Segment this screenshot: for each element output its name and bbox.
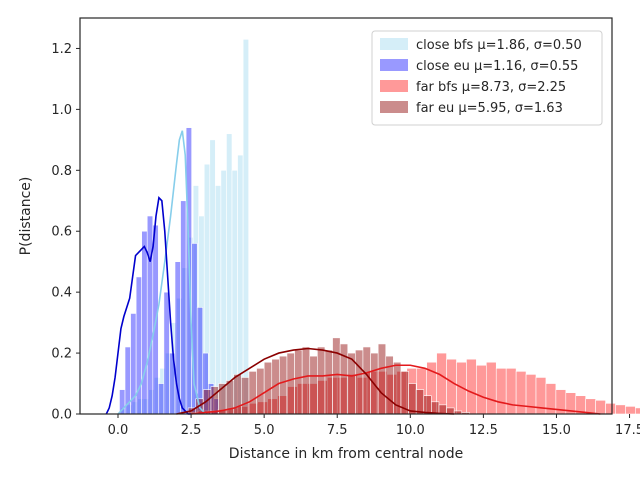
y-tick-label-1: 0.2 bbox=[51, 347, 72, 362]
series-0-bar-16 bbox=[209, 139, 216, 415]
series-3-bar-22 bbox=[355, 349, 364, 415]
series-2-bar-28 bbox=[466, 358, 477, 415]
series-3-bar-31 bbox=[423, 395, 432, 415]
series-3-bar-13 bbox=[286, 352, 295, 415]
x-tick-label-0: 0.0 bbox=[108, 423, 129, 438]
series-3-bar-3 bbox=[210, 386, 219, 415]
x-tick-label-7: 17.5 bbox=[615, 423, 640, 438]
series-2-bar-34 bbox=[525, 374, 537, 415]
series-3-bar-26 bbox=[385, 355, 394, 415]
series-3-bar-15 bbox=[301, 346, 311, 415]
series-3-bar-16 bbox=[309, 355, 318, 415]
legend-swatch-1 bbox=[380, 59, 408, 71]
series-2-kde-line bbox=[190, 364, 601, 415]
series-3-bar-25 bbox=[377, 343, 387, 415]
axes-frame bbox=[79, 17, 613, 415]
series-1-kde-line bbox=[105, 196, 192, 415]
series-2-bar-32 bbox=[505, 368, 517, 415]
series-3-bar-9 bbox=[256, 368, 265, 415]
y-axis-label: P(distance) bbox=[18, 177, 34, 256]
series-1-bar-8 bbox=[163, 291, 170, 415]
x-ticks: 0.0 2.5 5.0 7.5 10.0 12.5 15.0 17.5 bbox=[108, 414, 640, 438]
series-3-bar-19 bbox=[332, 337, 341, 415]
y-tick-label-5: 1.0 bbox=[51, 103, 72, 118]
series-0-bar-18 bbox=[220, 170, 227, 415]
x-axis-label: Distance in km from central node bbox=[229, 446, 463, 462]
series-3-bar-7 bbox=[241, 377, 250, 415]
series-3-bar-12 bbox=[279, 355, 288, 415]
x-tick-label-3: 7.5 bbox=[327, 423, 348, 438]
legend: close bfs μ=1.86, σ=0.50 close eu μ=1.16,… bbox=[371, 30, 603, 126]
legend-label-0: close bfs μ=1.86, σ=0.50 bbox=[416, 38, 582, 53]
y-ticks: 0.0 0.2 0.4 0.6 0.8 1.0 1.2 bbox=[51, 42, 80, 423]
x-tick-label-6: 15.0 bbox=[542, 423, 571, 438]
series-3-bar-18 bbox=[324, 349, 333, 415]
series-2-bar-42 bbox=[605, 403, 616, 415]
series-0-bar-22 bbox=[242, 39, 249, 415]
series-3-bar-29 bbox=[408, 383, 417, 415]
series-1-bar-11 bbox=[180, 200, 187, 415]
x-tick-label-1: 2.5 bbox=[181, 423, 202, 438]
y-tick-label-3: 0.6 bbox=[51, 225, 72, 240]
legend-label-3: far eu μ=5.95, σ=1.63 bbox=[416, 101, 563, 116]
series-1-bar-5 bbox=[146, 215, 154, 415]
series-2-bar-26 bbox=[446, 358, 457, 415]
series-2-bar-41 bbox=[595, 399, 606, 415]
x-tick-label-2: 5.0 bbox=[254, 423, 275, 438]
series-3-bars bbox=[187, 337, 470, 415]
y-tick-label-6: 1.2 bbox=[51, 42, 72, 57]
legend-box bbox=[371, 30, 603, 126]
series-2-bar-44 bbox=[625, 406, 636, 415]
y-tick-label-4: 0.8 bbox=[51, 164, 72, 179]
series-2-bar-30 bbox=[486, 361, 497, 415]
legend-swatch-0 bbox=[380, 38, 408, 50]
series-2-bar-31 bbox=[495, 368, 507, 415]
x-tick-label-4: 10.0 bbox=[396, 423, 425, 438]
series-1-bar-4 bbox=[141, 230, 148, 415]
series-2-bar-45 bbox=[635, 407, 640, 415]
series-3-kde-line bbox=[176, 347, 455, 415]
series-2-bar-43 bbox=[615, 404, 626, 415]
series-2-bar-29 bbox=[476, 364, 487, 415]
y-tick-label-0: 0.0 bbox=[51, 408, 72, 423]
series-2-bar-40 bbox=[585, 398, 596, 415]
series-3-bar-8 bbox=[248, 371, 257, 415]
legend-label-1: close eu μ=1.16, σ=0.55 bbox=[416, 59, 578, 74]
series-2-bar-33 bbox=[515, 371, 527, 415]
series-3-bar-23 bbox=[362, 346, 371, 415]
series-0-bar-19 bbox=[226, 133, 233, 415]
legend-swatch-2 bbox=[380, 80, 408, 92]
y-tick-label-2: 0.4 bbox=[51, 286, 72, 301]
series-0-bar-17 bbox=[215, 185, 222, 415]
legend-swatch-3 bbox=[380, 101, 408, 113]
x-tick-label-5: 12.5 bbox=[469, 423, 498, 438]
kde-curves bbox=[105, 130, 601, 415]
series-1-bar-7 bbox=[158, 383, 165, 415]
series-3-bar-14 bbox=[294, 349, 303, 415]
series-3-bar-30 bbox=[415, 389, 425, 415]
series-0-kde-line bbox=[117, 130, 207, 415]
legend-label-2: far bfs μ=8.73, σ=2.25 bbox=[416, 80, 566, 95]
series-3-bar-17 bbox=[317, 346, 326, 415]
